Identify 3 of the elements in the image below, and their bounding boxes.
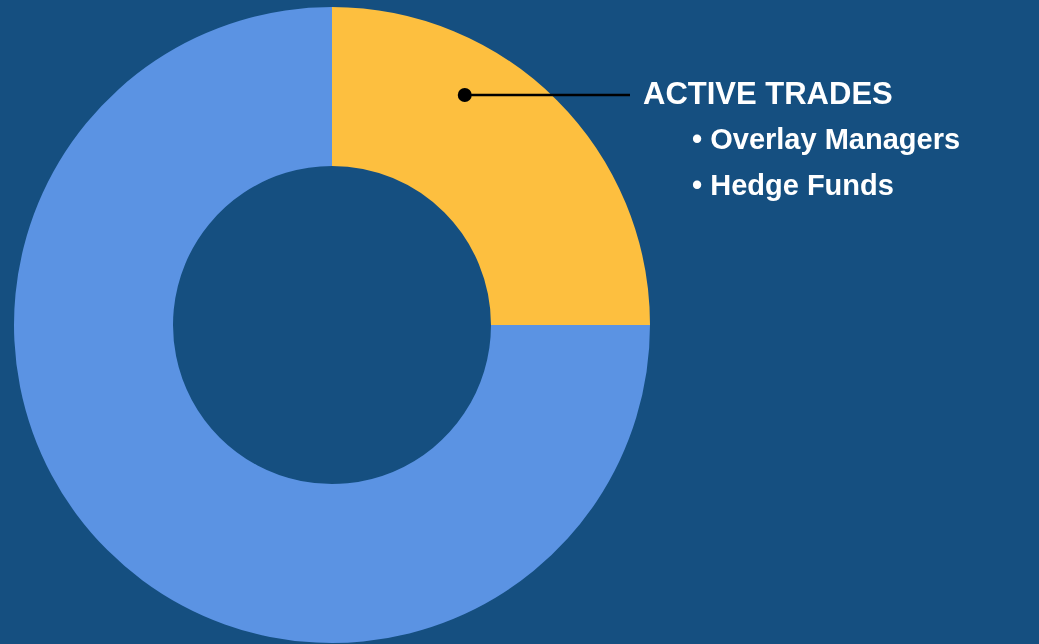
slice-label: ACTIVE TRADES	[643, 75, 893, 111]
text: • Overlay Managers	[692, 123, 961, 156]
text: • Hedge Funds	[692, 169, 894, 202]
